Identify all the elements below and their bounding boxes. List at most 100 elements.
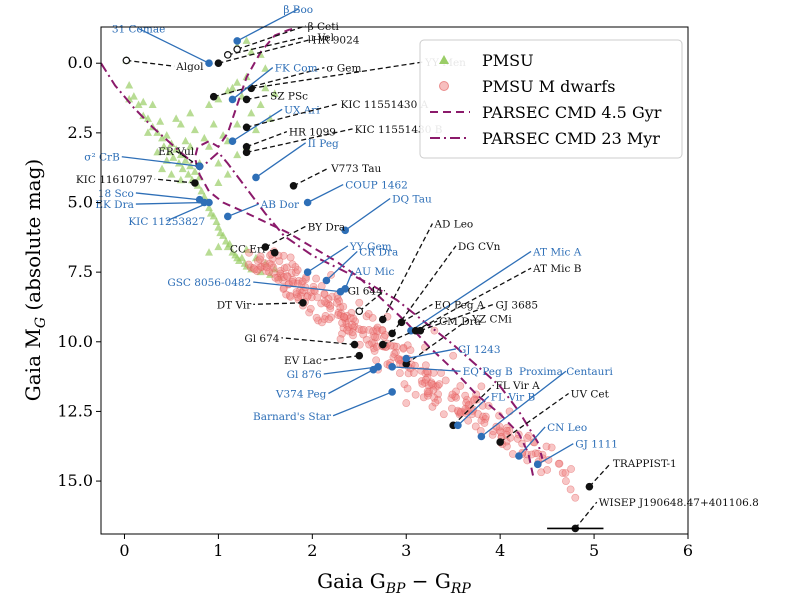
pmsu-point <box>162 131 171 139</box>
m-dwarf-point <box>461 391 470 400</box>
star-label: II Peg <box>308 138 339 150</box>
annotated-star-marker <box>233 37 241 45</box>
pmsu-point <box>158 164 167 173</box>
star-label: YZ CMi <box>471 313 512 325</box>
m-dwarf-point <box>293 266 302 274</box>
m-dwarf-point <box>542 442 551 451</box>
m-dwarf-point <box>399 343 408 352</box>
annotation-leader <box>126 59 175 67</box>
m-dwarf-point <box>256 252 265 261</box>
m-dwarf-point <box>369 327 377 336</box>
pmsu-point <box>261 64 270 72</box>
pmsu-point <box>261 83 270 92</box>
m-dwarf-point <box>286 253 295 262</box>
annotated-star-marker <box>289 181 298 190</box>
y-tick-label: 15.0 <box>57 471 93 490</box>
pmsu-point <box>139 97 148 106</box>
m-dwarf-point <box>372 356 381 365</box>
annotated-star-marker <box>378 315 387 324</box>
legend-label: PMSU <box>482 51 534 70</box>
annotation-leader <box>588 462 612 488</box>
plot-frame <box>100 26 689 535</box>
annotated-star-marker <box>388 363 396 371</box>
legend-label: PMSU M dwarfs <box>482 77 615 96</box>
m-dwarf-point <box>306 304 315 313</box>
annotated-star-marker <box>228 95 237 104</box>
star-label: GSC 8056-0482 <box>167 277 251 289</box>
annotation-leader <box>323 355 360 361</box>
legend-label: PARSEC CMD 23 Myr <box>482 129 660 148</box>
annotated-star-marker <box>585 482 594 491</box>
annotated-star-marker <box>515 452 523 460</box>
annotated-star-marker <box>322 276 331 285</box>
m-dwarf-point <box>403 384 412 393</box>
annotation-leader <box>227 203 259 218</box>
star-label: HR 1099 <box>289 127 336 139</box>
m-dwarf-point <box>332 298 341 307</box>
annotation-leader <box>232 67 274 100</box>
pmsu-point <box>247 47 256 56</box>
pmsu-point <box>190 167 199 175</box>
pmsu-point <box>172 114 181 122</box>
annotated-star-marker <box>270 248 279 257</box>
pmsu-point <box>165 147 174 156</box>
pmsu-point <box>169 153 178 161</box>
annotation-leader <box>227 36 306 56</box>
x-tick-label: 1 <box>213 541 223 560</box>
annotation-leader <box>382 223 433 320</box>
m-dwarf-point <box>479 412 487 421</box>
star-label: Algol <box>175 61 204 73</box>
m-dwarf-point <box>571 493 580 502</box>
pmsu-point <box>156 117 165 125</box>
m-dwarf-point <box>558 469 567 477</box>
legend-pmsu-marker <box>439 55 449 64</box>
m-dwarf-point <box>477 416 486 425</box>
m-dwarf-point <box>441 376 450 385</box>
pmsu-point <box>251 125 260 134</box>
m-dwarf-point <box>477 382 486 391</box>
star-label: AT Mic B <box>532 263 582 275</box>
m-dwarf-point <box>269 263 278 272</box>
m-dwarf-point <box>423 387 432 396</box>
annotation-leader <box>537 443 574 465</box>
m-dwarf-point <box>283 272 292 281</box>
m-dwarf-point <box>409 369 418 377</box>
annotation-leader <box>265 225 306 248</box>
legend <box>419 39 683 159</box>
annotated-star-marker <box>341 226 349 235</box>
pmsu-point <box>158 133 167 142</box>
m-dwarf-point <box>395 369 404 377</box>
star-label: β Boo <box>283 4 313 16</box>
pmsu-point <box>200 133 209 142</box>
y-tick-label: 2.5 <box>68 123 93 142</box>
annotation-leader <box>382 320 438 346</box>
annotation-leader <box>401 303 433 323</box>
star-label: AB Dor <box>260 199 300 211</box>
m-dwarf-point <box>313 293 322 302</box>
pmsu-point <box>205 248 214 256</box>
m-dwarf-point <box>245 248 253 257</box>
pmsu-point <box>197 186 206 195</box>
star-label: EK Dra <box>95 199 134 211</box>
m-dwarf-point <box>523 434 532 442</box>
star-label: Proxima Centauri <box>519 366 614 378</box>
star-label: YY Gem <box>349 241 392 253</box>
m-dwarf-point <box>435 380 444 389</box>
x-tick-label: 0 <box>119 541 129 560</box>
x-tick-label: 6 <box>683 541 693 560</box>
star-label: V773 Tau <box>330 163 381 175</box>
m-dwarf-point <box>439 410 448 419</box>
m-dwarf-point <box>554 459 563 468</box>
star-label: 18 Sco <box>98 188 134 200</box>
m-dwarf-point <box>428 402 437 411</box>
y-tick-label: 7.5 <box>68 262 93 281</box>
annotated-star-marker <box>355 351 364 360</box>
annotated-star-marker <box>303 268 312 276</box>
pmsu-point <box>214 178 223 186</box>
m-dwarf-point <box>562 477 570 485</box>
m-dwarf-point <box>543 466 552 474</box>
star-label: DT Vir <box>217 299 253 311</box>
annotation-leader <box>154 178 195 184</box>
m-dwarf-point <box>537 468 546 477</box>
m-dwarf-point <box>368 313 377 322</box>
